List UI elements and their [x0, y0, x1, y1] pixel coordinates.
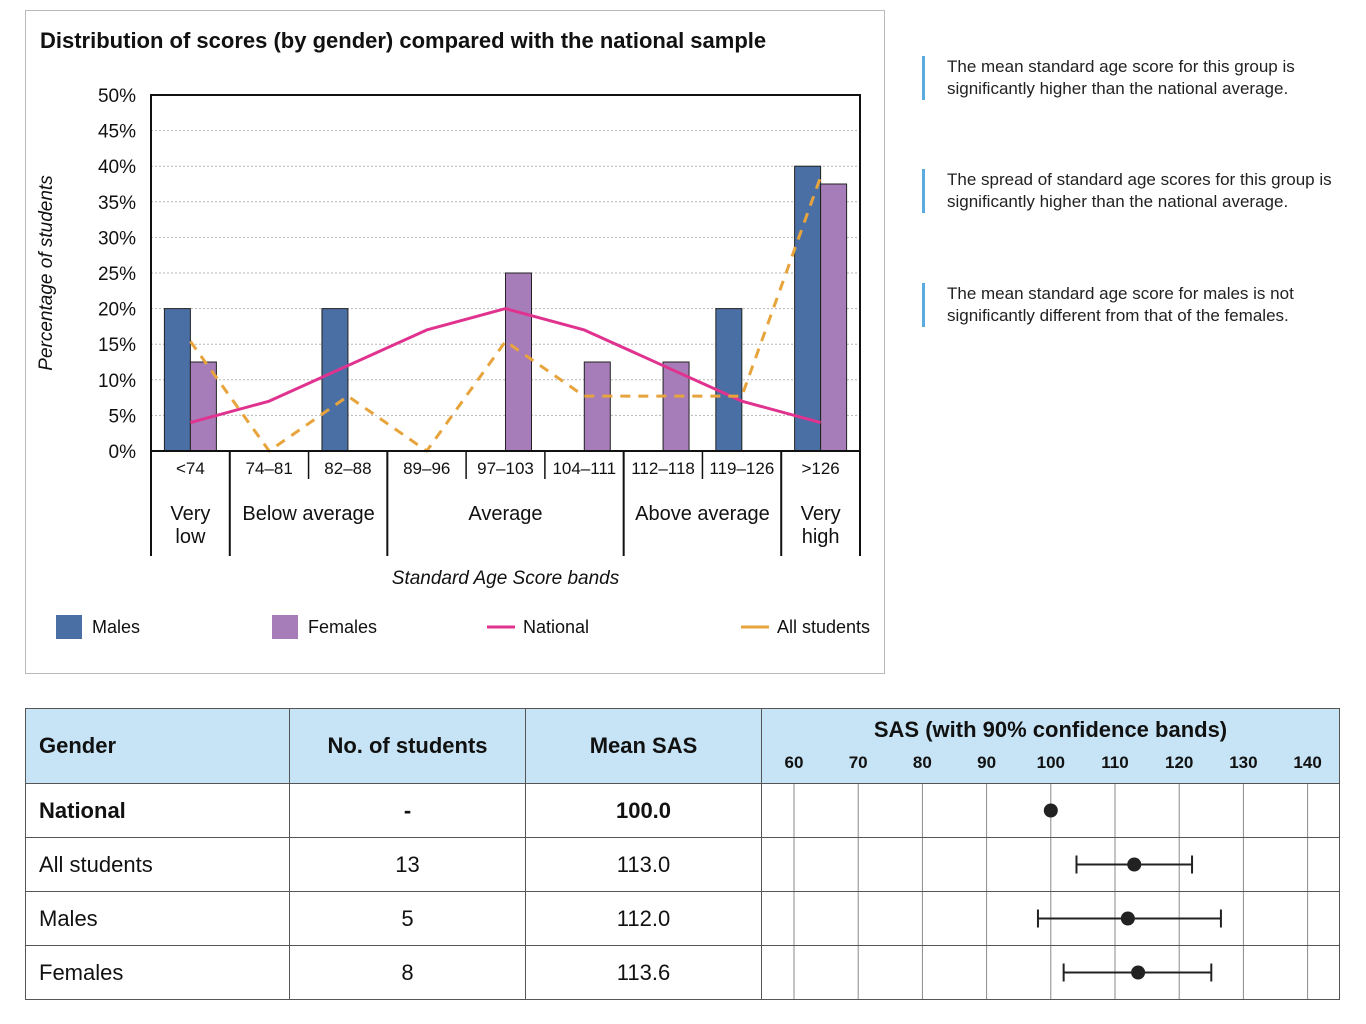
confidence-axis-tick: 130: [1229, 753, 1258, 772]
legend-label: All students: [777, 617, 870, 637]
header-count: No. of students: [289, 708, 526, 784]
x-tick-label: 119–126: [709, 459, 774, 478]
cell-confidence-plot: [761, 837, 1340, 892]
bar-males: [794, 165, 822, 452]
distribution-chart: Distribution of scores (by gender) compa…: [36, 28, 870, 639]
y-axis-label: Percentage of students: [36, 175, 57, 371]
y-tick-label: 25%: [98, 264, 136, 285]
table-row: Females 8 113.6: [25, 945, 1340, 1000]
bar-females: [505, 272, 532, 452]
confidence-axis-tick: 80: [912, 753, 932, 772]
cell-confidence-plot: [761, 945, 1340, 1000]
header-confidence-plot: SAS (with 90% confidence bands) 60 70 80 90…: [761, 708, 1340, 784]
confidence-axis-tick: 140: [1293, 753, 1322, 772]
confidence-axis-tick: 90: [977, 753, 997, 772]
cell-count: 13: [289, 837, 526, 892]
confidence-band-plot: [793, 784, 1309, 837]
x-tick-label: 82–88: [324, 459, 371, 478]
confidence-plot-title: SAS (with 90% confidence bands): [873, 717, 1228, 742]
sas-table: Gender No. of students Mean SAS SAS (wit…: [25, 708, 1340, 1000]
bar-males: [163, 308, 191, 452]
y-tick-label: 0%: [109, 442, 137, 463]
y-tick-label: 10%: [98, 371, 136, 392]
distribution-chart-panel: Distribution of scores (by gender) compa…: [25, 10, 885, 674]
cell-count: 5: [289, 891, 526, 946]
y-tick-label: 35%: [98, 193, 136, 214]
cell-confidence-plot: [761, 783, 1340, 838]
legend-label: National: [523, 617, 589, 637]
group-label: Very: [170, 503, 210, 525]
x-tick-label: 74–81: [246, 459, 293, 478]
legend-swatch: [272, 615, 298, 639]
x-tick-label: >126: [801, 459, 839, 478]
group-label: high: [802, 526, 840, 548]
bar-males: [715, 308, 743, 452]
header-gender: Gender: [25, 708, 290, 784]
plot-frame: [150, 94, 861, 452]
bar-females: [820, 183, 848, 452]
bar-males: [321, 308, 349, 452]
group-label: Very: [801, 503, 841, 525]
cell-gender: Females: [25, 945, 290, 1000]
y-tick-label: 5%: [109, 406, 137, 427]
group-label: Below average: [242, 503, 374, 525]
mean-point: [1043, 803, 1058, 818]
table-row: Males 5 112.0: [25, 891, 1340, 946]
confidence-axis-tick: 110: [1101, 753, 1129, 772]
x-tick-label: <74: [176, 459, 205, 478]
legend-label: Females: [308, 617, 377, 637]
group-label: Average: [468, 503, 542, 525]
x-tick-label: 89–96: [403, 459, 450, 478]
table-header-row: Gender No. of students Mean SAS SAS (wit…: [25, 708, 1340, 784]
group-label: Above average: [635, 503, 770, 525]
confidence-band-plot: [793, 892, 1309, 945]
chart-title: Distribution of scores (by gender) compa…: [40, 28, 766, 53]
bar-females: [583, 361, 611, 452]
confidence-axis-tick: 120: [1165, 753, 1194, 772]
cell-count: -: [289, 783, 526, 838]
cell-gender: Males: [25, 891, 290, 946]
cell-mean: 113.0: [525, 837, 762, 892]
table-row: National -100.0: [25, 783, 1340, 838]
line-all-students: [189, 176, 823, 453]
note-mean-vs-national: The mean standard age score for this gro…: [922, 56, 1337, 100]
mean-point: [1120, 911, 1135, 926]
note-males-vs-females: The mean standard age score for males is…: [922, 283, 1337, 327]
x-tick-label: 97–103: [477, 459, 534, 478]
table-row: All students 13 113.0: [25, 837, 1340, 892]
note-spread-vs-national: The spread of standard age scores for th…: [922, 169, 1337, 213]
cell-mean: 112.0: [525, 891, 762, 946]
cell-confidence-plot: [761, 891, 1340, 946]
group-label: low: [175, 526, 206, 548]
x-tick-label: 112–118: [631, 459, 695, 478]
y-tick-label: 20%: [98, 300, 136, 321]
legend-swatch: [56, 615, 82, 639]
confidence-band-plot: [793, 838, 1309, 891]
confidence-axis-ticks: 60 70 80 90 100 110 120 130 140: [762, 753, 1339, 775]
mean-point: [1131, 965, 1146, 980]
mean-point: [1127, 857, 1142, 872]
confidence-axis-tick: 100: [1036, 753, 1065, 772]
y-tick-label: 30%: [98, 228, 136, 249]
confidence-axis-tick: 70: [848, 753, 868, 772]
y-tick-label: 15%: [98, 335, 136, 356]
confidence-axis-tick: 60: [784, 753, 804, 772]
y-tick-label: 50%: [98, 86, 136, 107]
cell-mean: 113.6: [525, 945, 762, 1000]
y-tick-label: 45%: [98, 122, 136, 143]
x-axis-label: Standard Age Score bands: [392, 568, 620, 589]
y-tick-label: 40%: [98, 157, 136, 178]
header-mean: Mean SAS: [525, 708, 762, 784]
cell-gender: National: [25, 783, 290, 838]
x-tick-label: 104–111: [552, 459, 616, 478]
cell-gender: All students: [25, 837, 290, 892]
line-national: [189, 307, 822, 424]
cell-mean: 100.0: [525, 783, 762, 838]
legend-label: Males: [92, 617, 140, 637]
confidence-band-plot: [793, 946, 1309, 999]
cell-count: 8: [289, 945, 526, 1000]
bar-females: [189, 361, 217, 452]
